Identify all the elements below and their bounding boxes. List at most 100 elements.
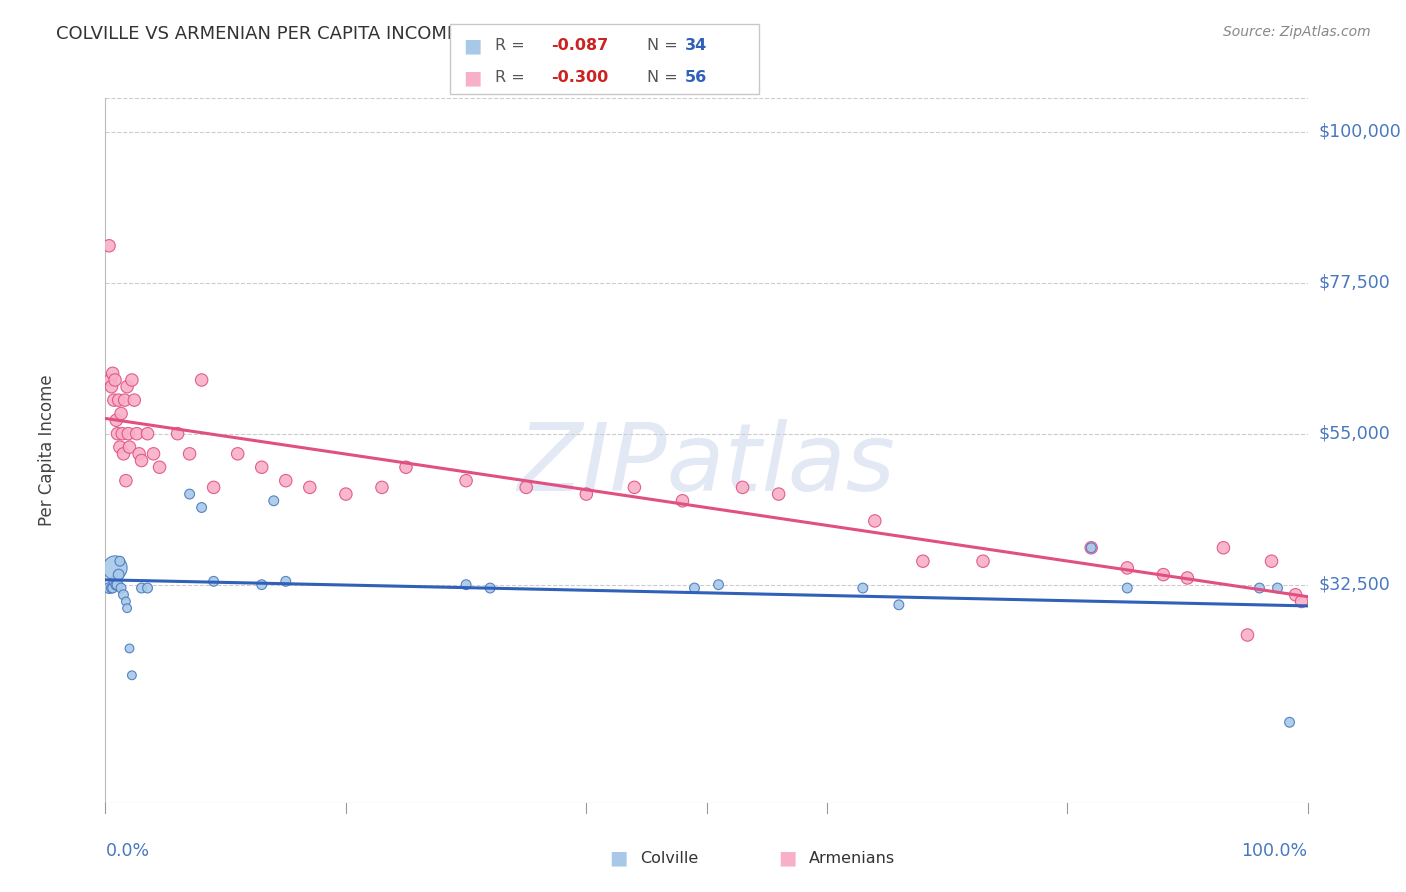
Point xyxy=(1116,581,1139,595)
Text: 0.0%: 0.0% xyxy=(105,842,149,860)
Point xyxy=(108,554,131,568)
Point xyxy=(117,426,139,441)
Point xyxy=(1152,567,1174,582)
Point xyxy=(202,480,225,494)
Text: 56: 56 xyxy=(685,70,707,85)
Point xyxy=(107,567,129,582)
Point xyxy=(101,366,124,380)
Point xyxy=(515,480,537,494)
Point xyxy=(101,581,124,595)
Text: ■: ■ xyxy=(463,36,482,55)
Text: N =: N = xyxy=(647,70,683,85)
Point xyxy=(103,393,125,408)
Point xyxy=(1236,628,1258,642)
Point xyxy=(1212,541,1234,555)
Point xyxy=(179,487,201,501)
Point xyxy=(111,426,134,441)
Point xyxy=(104,373,127,387)
Point xyxy=(131,453,153,467)
Point xyxy=(107,577,129,591)
Point xyxy=(166,426,188,441)
Point xyxy=(911,554,934,568)
Point xyxy=(124,393,146,408)
Point xyxy=(1080,541,1102,555)
Point xyxy=(768,487,790,501)
Text: Colville: Colville xyxy=(640,851,697,865)
Point xyxy=(454,577,477,591)
Point xyxy=(683,581,706,595)
Point xyxy=(226,447,249,461)
Point xyxy=(972,554,994,568)
Point xyxy=(1278,715,1301,730)
Point xyxy=(671,493,693,508)
Point xyxy=(707,577,730,591)
Point xyxy=(121,668,143,682)
Point xyxy=(114,393,136,408)
Point xyxy=(115,601,138,615)
Point xyxy=(298,480,321,494)
Point xyxy=(1249,581,1271,595)
Point xyxy=(371,480,394,494)
Point xyxy=(250,577,273,591)
Point xyxy=(98,581,121,595)
Point xyxy=(104,561,127,575)
Point xyxy=(98,239,121,253)
Point xyxy=(110,581,132,595)
Text: $100,000: $100,000 xyxy=(1319,123,1402,141)
Point xyxy=(136,581,159,595)
Text: ZIPatlas: ZIPatlas xyxy=(517,419,896,510)
Point xyxy=(1291,594,1313,608)
Point xyxy=(479,581,502,595)
Point xyxy=(1080,541,1102,555)
Point xyxy=(395,460,418,475)
Point xyxy=(1267,581,1289,595)
Point xyxy=(112,447,135,461)
Text: $32,500: $32,500 xyxy=(1319,575,1391,594)
Point xyxy=(179,447,201,461)
Point xyxy=(142,447,165,461)
Point xyxy=(250,460,273,475)
Point xyxy=(108,440,131,454)
Text: 100.0%: 100.0% xyxy=(1241,842,1308,860)
Point xyxy=(1116,561,1139,575)
Point xyxy=(107,393,129,408)
Text: Armenians: Armenians xyxy=(808,851,894,865)
Point xyxy=(103,574,125,589)
Text: R =: R = xyxy=(495,38,530,53)
Text: COLVILLE VS ARMENIAN PER CAPITA INCOME CORRELATION CHART: COLVILLE VS ARMENIAN PER CAPITA INCOME C… xyxy=(56,25,659,43)
Point xyxy=(112,588,135,602)
Point xyxy=(131,581,153,595)
Point xyxy=(115,380,138,394)
Point xyxy=(105,577,128,591)
Point xyxy=(887,598,910,612)
Point xyxy=(118,641,141,656)
Point xyxy=(263,493,285,508)
Text: Source: ZipAtlas.com: Source: ZipAtlas.com xyxy=(1223,25,1371,39)
Text: R =: R = xyxy=(495,70,530,85)
Point xyxy=(148,460,170,475)
Text: Per Capita Income: Per Capita Income xyxy=(38,375,56,526)
Point xyxy=(575,487,598,501)
Point xyxy=(1284,588,1306,602)
Point xyxy=(115,594,138,608)
Point xyxy=(202,574,225,589)
Point xyxy=(623,480,645,494)
Point xyxy=(105,413,128,427)
Point xyxy=(274,474,297,488)
Text: N =: N = xyxy=(647,38,683,53)
Point xyxy=(100,380,122,394)
Text: -0.087: -0.087 xyxy=(551,38,609,53)
Point xyxy=(852,581,875,595)
Text: 34: 34 xyxy=(685,38,707,53)
Point xyxy=(115,474,138,488)
Point xyxy=(110,407,132,421)
Point xyxy=(125,426,148,441)
Point xyxy=(1175,571,1198,585)
Point xyxy=(107,426,129,441)
Point xyxy=(731,480,754,494)
Point xyxy=(136,426,159,441)
Point xyxy=(190,373,212,387)
Point xyxy=(454,474,477,488)
Text: ■: ■ xyxy=(609,848,628,868)
Text: $77,500: $77,500 xyxy=(1319,274,1391,292)
